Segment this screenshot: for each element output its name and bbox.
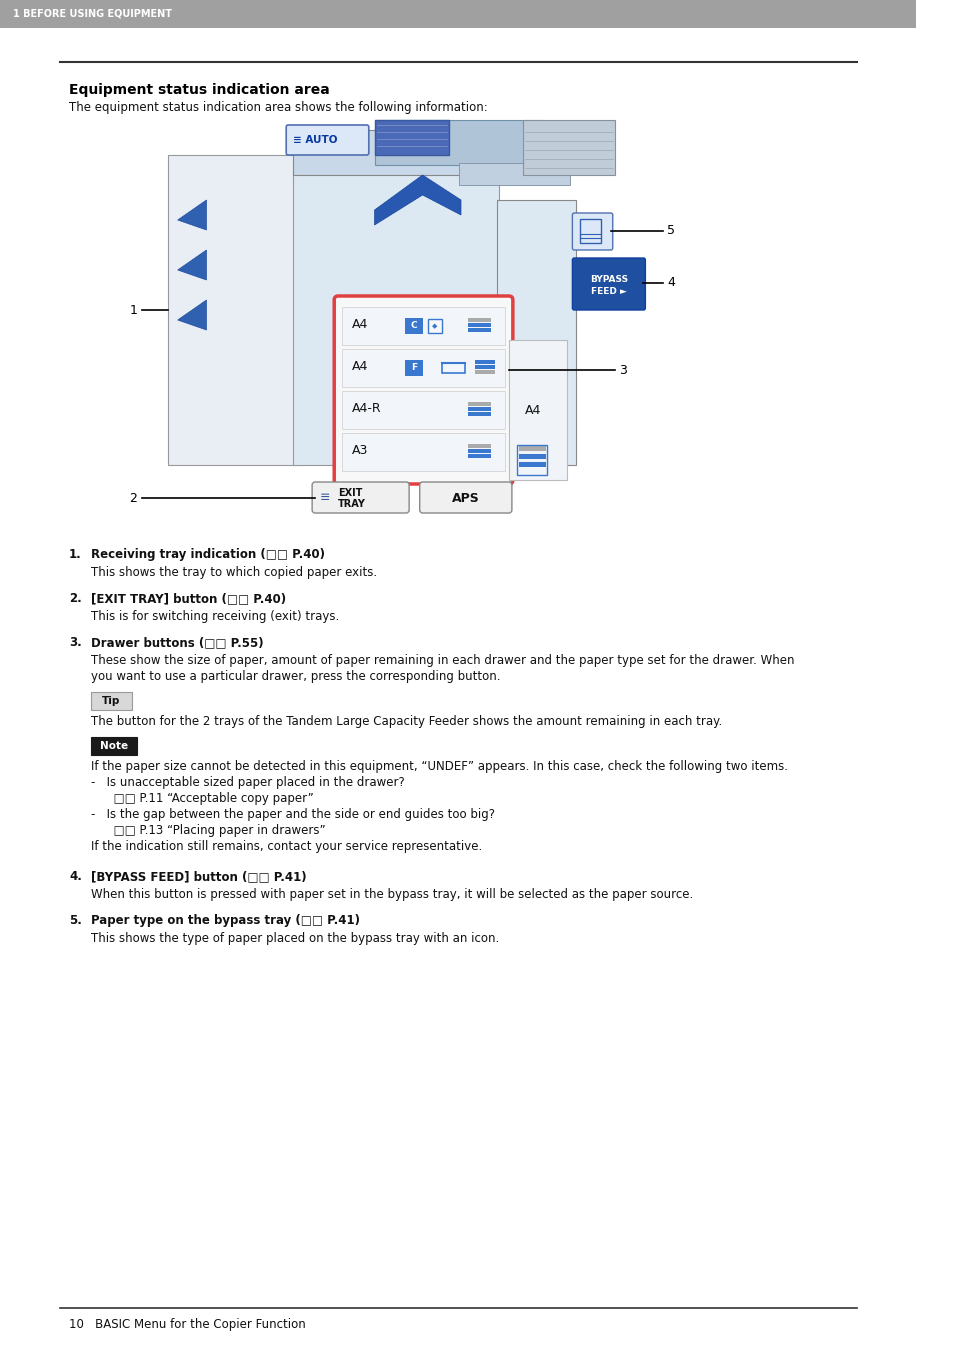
Bar bbox=[441, 363, 464, 373]
Text: Equipment status indication area: Equipment status indication area bbox=[69, 82, 330, 97]
Polygon shape bbox=[177, 300, 206, 330]
Text: 3: 3 bbox=[618, 363, 627, 377]
Bar bbox=[467, 407, 490, 411]
Text: This is for switching receiving (exit) trays.: This is for switching receiving (exit) t… bbox=[91, 611, 339, 623]
FancyBboxPatch shape bbox=[572, 213, 612, 250]
Text: Tip: Tip bbox=[102, 696, 120, 707]
Bar bbox=[341, 434, 505, 471]
Text: A4: A4 bbox=[351, 319, 368, 331]
Text: □□ P.11 “Acceptable copy paper”: □□ P.11 “Acceptable copy paper” bbox=[91, 792, 314, 805]
Text: ◆: ◆ bbox=[432, 323, 437, 330]
Bar bbox=[375, 120, 542, 165]
Bar bbox=[168, 155, 297, 465]
Text: The button for the 2 trays of the Tandem Large Capacity Feeder shows the amount : The button for the 2 trays of the Tandem… bbox=[91, 715, 721, 728]
Bar bbox=[475, 370, 494, 374]
Bar bbox=[341, 390, 505, 430]
Text: Paper type on the bypass tray (□□ P.41): Paper type on the bypass tray (□□ P.41) bbox=[91, 915, 360, 927]
Text: [BYPASS FEED] button (□□ P.41): [BYPASS FEED] button (□□ P.41) bbox=[91, 870, 307, 884]
Text: ≡ AUTO: ≡ AUTO bbox=[293, 135, 337, 145]
Text: 3.: 3. bbox=[69, 636, 82, 648]
Bar bbox=[467, 412, 490, 416]
FancyBboxPatch shape bbox=[334, 296, 513, 484]
Bar bbox=[91, 738, 137, 755]
Text: FEED ►: FEED ► bbox=[590, 288, 626, 296]
Polygon shape bbox=[177, 250, 206, 280]
Bar bbox=[467, 328, 490, 332]
Bar bbox=[375, 120, 449, 155]
Text: When this button is pressed with paper set in the bypass tray, it will be select: When this button is pressed with paper s… bbox=[91, 888, 693, 901]
Bar bbox=[467, 444, 490, 449]
Text: Drawer buttons (□□ P.55): Drawer buttons (□□ P.55) bbox=[91, 636, 264, 648]
FancyBboxPatch shape bbox=[419, 482, 512, 513]
FancyBboxPatch shape bbox=[286, 126, 369, 155]
Text: 1: 1 bbox=[130, 304, 137, 316]
Bar bbox=[467, 323, 490, 327]
Bar bbox=[293, 170, 498, 465]
Text: 5.: 5. bbox=[69, 915, 82, 927]
Text: 1.: 1. bbox=[69, 549, 82, 561]
Bar bbox=[428, 319, 441, 332]
Text: ≡: ≡ bbox=[319, 490, 330, 504]
Bar bbox=[467, 449, 490, 453]
Text: 4.: 4. bbox=[69, 870, 82, 884]
Text: A4: A4 bbox=[524, 404, 540, 416]
Bar bbox=[517, 444, 547, 476]
Bar bbox=[497, 200, 576, 465]
Bar bbox=[518, 454, 545, 459]
Text: Receiving tray indication (□□ P.40): Receiving tray indication (□□ P.40) bbox=[91, 549, 325, 561]
Bar bbox=[509, 340, 566, 480]
Text: Note: Note bbox=[100, 740, 129, 751]
FancyBboxPatch shape bbox=[572, 258, 645, 309]
Bar bbox=[523, 120, 614, 176]
Text: This shows the tray to which copied paper exits.: This shows the tray to which copied pape… bbox=[91, 566, 377, 580]
FancyBboxPatch shape bbox=[312, 482, 409, 513]
Text: A4-R: A4-R bbox=[351, 403, 381, 416]
Text: F: F bbox=[411, 363, 416, 373]
Bar bbox=[467, 317, 490, 322]
Bar bbox=[293, 130, 498, 176]
Text: A4: A4 bbox=[351, 361, 368, 373]
Bar bbox=[0, 0, 915, 28]
Bar bbox=[579, 219, 600, 243]
Text: 4: 4 bbox=[667, 277, 675, 289]
Text: [EXIT TRAY] button (□□ P.40): [EXIT TRAY] button (□□ P.40) bbox=[91, 592, 286, 605]
Text: The equipment status indication area shows the following information:: The equipment status indication area sho… bbox=[69, 101, 487, 113]
Bar bbox=[475, 359, 494, 363]
Bar bbox=[467, 454, 490, 458]
Bar bbox=[91, 692, 132, 711]
Text: A3: A3 bbox=[351, 444, 368, 458]
Bar bbox=[518, 446, 545, 451]
Polygon shape bbox=[375, 176, 460, 226]
Text: TRAY: TRAY bbox=[337, 499, 366, 509]
Text: 2: 2 bbox=[130, 492, 137, 504]
Text: This shows the type of paper placed on the bypass tray with an icon.: This shows the type of paper placed on t… bbox=[91, 932, 499, 944]
Text: EXIT: EXIT bbox=[337, 488, 362, 499]
Bar bbox=[458, 163, 569, 185]
Text: APS: APS bbox=[452, 492, 479, 504]
Text: C: C bbox=[410, 322, 416, 331]
Text: 10   BASIC Menu for the Copier Function: 10 BASIC Menu for the Copier Function bbox=[69, 1319, 306, 1331]
Bar bbox=[518, 462, 545, 467]
Text: If the paper size cannot be detected in this equipment, “UNDEF” appears. In this: If the paper size cannot be detected in … bbox=[91, 761, 787, 773]
Bar bbox=[475, 365, 494, 369]
Bar bbox=[467, 403, 490, 407]
Text: □□ P.13 “Placing paper in drawers”: □□ P.13 “Placing paper in drawers” bbox=[91, 824, 326, 838]
Bar bbox=[405, 359, 422, 376]
Text: 1 BEFORE USING EQUIPMENT: 1 BEFORE USING EQUIPMENT bbox=[13, 9, 172, 19]
Text: If the indication still remains, contact your service representative.: If the indication still remains, contact… bbox=[91, 840, 482, 852]
Text: 5: 5 bbox=[667, 224, 675, 238]
Bar bbox=[341, 307, 505, 345]
Text: BYPASS: BYPASS bbox=[589, 274, 627, 284]
Text: you want to use a particular drawer, press the corresponding button.: you want to use a particular drawer, pre… bbox=[91, 670, 500, 684]
Polygon shape bbox=[177, 200, 206, 230]
Bar bbox=[405, 317, 422, 334]
Text: 2.: 2. bbox=[69, 592, 82, 605]
Bar bbox=[341, 349, 505, 386]
Text: -   Is the gap between the paper and the side or end guides too big?: - Is the gap between the paper and the s… bbox=[91, 808, 495, 821]
Text: -   Is unacceptable sized paper placed in the drawer?: - Is unacceptable sized paper placed in … bbox=[91, 775, 405, 789]
Text: These show the size of paper, amount of paper remaining in each drawer and the p: These show the size of paper, amount of … bbox=[91, 654, 794, 667]
